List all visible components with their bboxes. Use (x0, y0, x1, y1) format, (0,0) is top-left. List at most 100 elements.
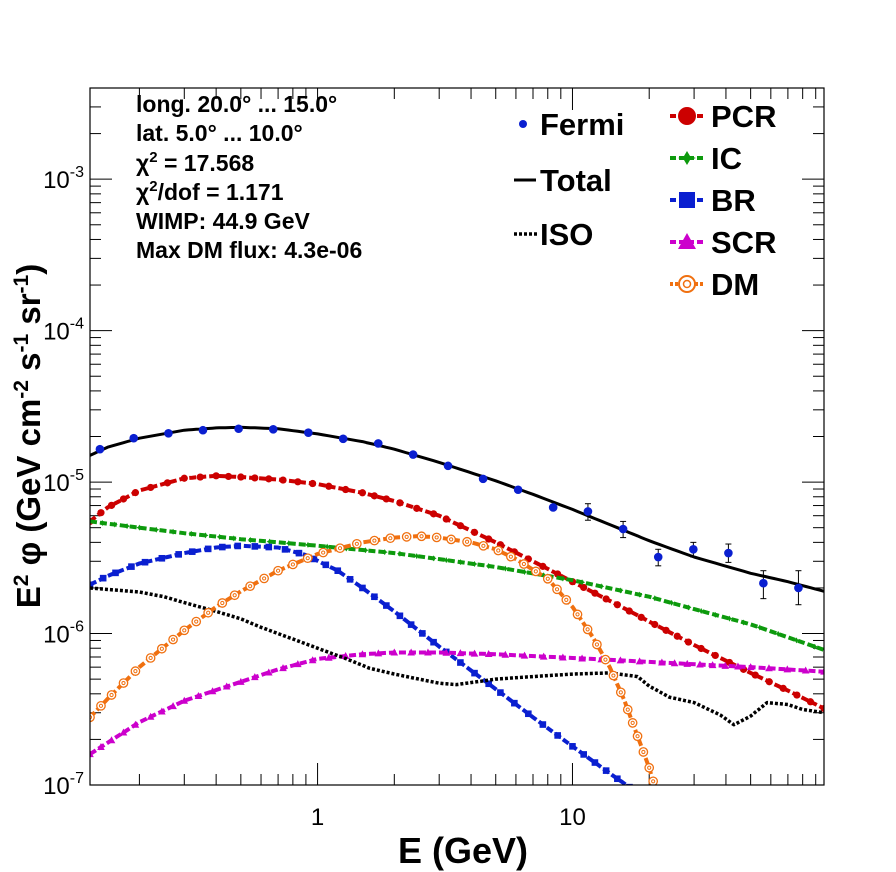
series-point-pcr (485, 535, 493, 543)
series-point-br (457, 659, 464, 666)
series-point-ic (324, 543, 331, 550)
legend-marker-pcr (678, 107, 696, 125)
fermi-point (724, 548, 733, 558)
legend-entry-fermi: Fermi (519, 107, 624, 142)
series-point-scr (222, 682, 231, 690)
series-point-ic (216, 533, 223, 540)
series-point-scr (559, 653, 567, 661)
series-point-dm (179, 625, 190, 636)
series-point-dm-inner (305, 556, 310, 561)
y-axis-title: E2 φ (GeV cm-2 s-1 sr-1) (10, 264, 47, 609)
series-point-pcr (673, 632, 681, 640)
series-point-dm-inner (635, 734, 640, 739)
info-wimp: WIMP: 44.9 GeV (136, 208, 310, 234)
series-point-dm (96, 700, 106, 711)
series-point-dm (259, 573, 269, 584)
series-point-dm (156, 643, 167, 654)
series-point-dm-inner (641, 749, 646, 755)
series-point-ic (617, 587, 624, 594)
series-point-ic (579, 579, 586, 586)
series-point-pcr (637, 613, 645, 621)
series-point-scr (801, 666, 810, 674)
y-tick-label: 10-6 (43, 619, 84, 649)
series-point-dm-inner (603, 657, 608, 662)
series-point-ic (521, 568, 528, 575)
series-line-br (90, 543, 630, 785)
series-point-dm-inner (148, 655, 153, 661)
series-point-scr (765, 664, 773, 672)
series-point-pcr (237, 473, 245, 481)
series-point-dm-inner (232, 593, 237, 598)
series-point-scr (424, 648, 432, 656)
series-point-dm (130, 666, 141, 676)
series-point-dm (638, 747, 649, 757)
series-point-dm (592, 639, 602, 650)
series-point-scr (279, 664, 287, 672)
legend: Fermi Total ISO PCR IC BR SCR (514, 99, 776, 302)
series-point-pcr (697, 644, 705, 653)
fermi-point (794, 583, 803, 593)
series-point-scr (746, 663, 755, 671)
series-point-br (141, 558, 149, 566)
legend-marker-fermi (519, 120, 527, 128)
series-point-scr (658, 658, 666, 666)
series-point-dm-inner (275, 568, 281, 573)
series-point-dm (302, 553, 313, 564)
series-point-dm (245, 581, 256, 592)
info-longitude: long. 20.0° ... 15.0° (136, 91, 337, 117)
series-point-dm (648, 776, 659, 785)
series-point-ic (430, 555, 437, 562)
series-point-ic (413, 553, 420, 560)
series-point-dm-inner (248, 584, 253, 589)
series-point-dm (615, 687, 626, 698)
series-point-dm-inner (521, 561, 526, 567)
series-point-pcr (382, 495, 390, 503)
series-point-br (334, 567, 342, 574)
series-point-br (554, 732, 561, 739)
series-point-br (175, 551, 182, 558)
fermi-point (689, 544, 698, 554)
x-tick-label: 1 (311, 804, 324, 831)
series-point-br (322, 561, 330, 569)
series-point-dm (106, 690, 117, 700)
series-point-dm (644, 762, 655, 773)
series-point-pcr (793, 691, 801, 699)
fermi-point (408, 450, 418, 459)
series-point-ic (381, 549, 388, 556)
series-point-ic (124, 523, 131, 530)
fermi-point (759, 578, 768, 588)
series-point-br (396, 612, 404, 620)
series-point-pcr (613, 601, 621, 609)
series-point-ic (396, 550, 403, 557)
series-point-ic (685, 604, 692, 611)
series-point-dm-inner (337, 546, 343, 551)
series-point-scr (146, 712, 155, 720)
series-point-dm-inner (170, 637, 176, 642)
series-point-scr (721, 661, 730, 669)
series-point-dm (552, 584, 562, 595)
series-point-dm-inner (404, 534, 409, 539)
series-point-pcr (309, 479, 317, 488)
series-point-pcr (711, 651, 719, 660)
x-axis-title: E (GeV) (398, 830, 528, 871)
fit-info: long. 20.0° ... 15.0° lat. 5.0° ... 10.0… (136, 91, 362, 263)
series-point-ic (90, 518, 93, 525)
series-point-scr (783, 665, 792, 673)
series-point-scr (539, 652, 548, 660)
series-point-br (204, 545, 212, 553)
series-point-pcr (119, 495, 128, 503)
series-point-pcr (651, 620, 659, 629)
series-point-br (430, 638, 437, 646)
series-point-ic (304, 541, 311, 548)
series-point-br (383, 602, 390, 609)
legend-entry-ic: IC (670, 141, 742, 176)
series-point-scr (520, 651, 529, 659)
legend-entry-dm: DM (670, 267, 759, 302)
fermi-point (513, 485, 523, 495)
series-point-pcr (591, 589, 599, 597)
series-point-pcr (602, 595, 610, 603)
series-point-br (359, 584, 366, 592)
series-point-dm (118, 678, 129, 688)
series-point-scr (820, 667, 824, 675)
series-point-dm (446, 534, 456, 545)
